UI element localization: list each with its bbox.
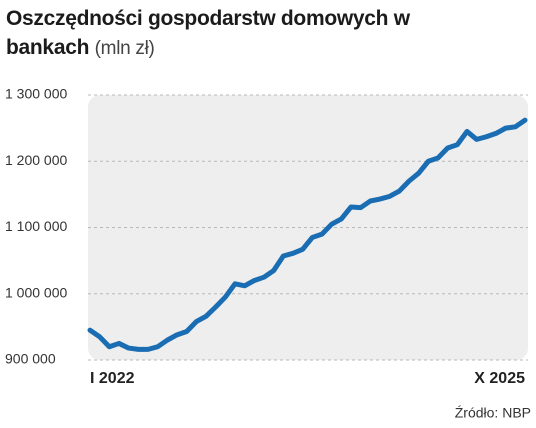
- chart-title: Oszczędności gospodarstw domowych w bank…: [6, 4, 476, 63]
- source: Źródło: NBP: [455, 405, 531, 421]
- title-text: Oszczędności gospodarstw domowych w bank…: [6, 7, 410, 59]
- y-tick-label: 1 100 000: [5, 218, 67, 234]
- x-tick-label: I 2022: [90, 370, 135, 387]
- y-tick-label: 900 000: [5, 351, 56, 367]
- y-tick-label: 1 000 000: [5, 284, 67, 300]
- x-tick-label: X 2025: [474, 370, 525, 387]
- y-tick-label: 1 200 000: [5, 152, 67, 168]
- data-line: [87, 117, 528, 352]
- unit: (mln zł): [94, 38, 155, 59]
- y-tick-label: 1 300 000: [5, 86, 67, 102]
